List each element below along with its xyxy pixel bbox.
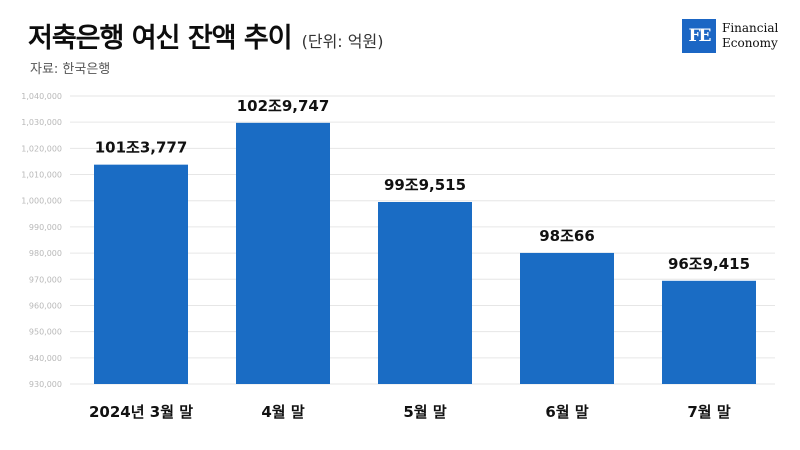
x-tick-label: 7월 말 [687, 403, 730, 421]
y-tick-label: 1,000,000 [21, 197, 62, 206]
x-axis-labels: 2024년 3월 말 4월 말 5월 말 6월 말 7월 말 [89, 403, 731, 421]
x-tick-label: 4월 말 [261, 403, 304, 421]
bar [94, 164, 188, 384]
y-tick-label: 930,000 [29, 380, 62, 389]
fe-logo-mark: FE [682, 19, 716, 53]
financial-economy-logo: FE Financial Economy [682, 19, 778, 53]
logo-line-1: Financial [722, 21, 779, 35]
source-label: 자료: 한국은행 [30, 62, 111, 77]
y-tick-label: 1,020,000 [21, 144, 62, 153]
data-label: 98조66 [539, 227, 595, 245]
x-tick-label: 6월 말 [545, 403, 588, 421]
y-tick-label: 940,000 [29, 354, 62, 363]
y-tick-label: 1,040,000 [21, 92, 62, 101]
y-tick-label: 980,000 [29, 249, 62, 258]
data-labels: 101조3,777 102조9,747 99조9,515 98조66 96조9,415 [95, 97, 750, 273]
data-label: 99조9,515 [384, 176, 466, 194]
data-label: 102조9,747 [237, 97, 330, 115]
y-tick-label: 950,000 [29, 328, 62, 337]
bars [94, 122, 756, 385]
logo-line-2: Economy [722, 36, 778, 50]
y-tick-label: 960,000 [29, 301, 62, 310]
title-row: 저축은행 여신 잔액 추이 (단위: 억원) [28, 16, 383, 55]
logo-wordmark: Financial Economy [722, 21, 778, 51]
bar [520, 252, 614, 384]
chart-title: 저축은행 여신 잔액 추이 [28, 23, 293, 54]
bar [662, 280, 756, 384]
y-tick-label: 1,030,000 [21, 118, 62, 127]
y-axis-ticks: 930,000 940,000 950,000 960,000 970,000 980,0… [21, 92, 62, 389]
y-tick-label: 1,010,000 [21, 171, 62, 180]
y-tick-label: 990,000 [29, 223, 62, 232]
x-tick-label: 2024년 3월 말 [89, 403, 193, 421]
x-tick-label: 5월 말 [403, 403, 446, 421]
y-tick-label: 970,000 [29, 275, 62, 284]
data-label: 101조3,777 [95, 139, 188, 157]
bar [378, 201, 472, 384]
unit-label: (단위: 억원) [301, 32, 384, 51]
data-label: 96조9,415 [668, 255, 750, 273]
bar [236, 122, 330, 385]
